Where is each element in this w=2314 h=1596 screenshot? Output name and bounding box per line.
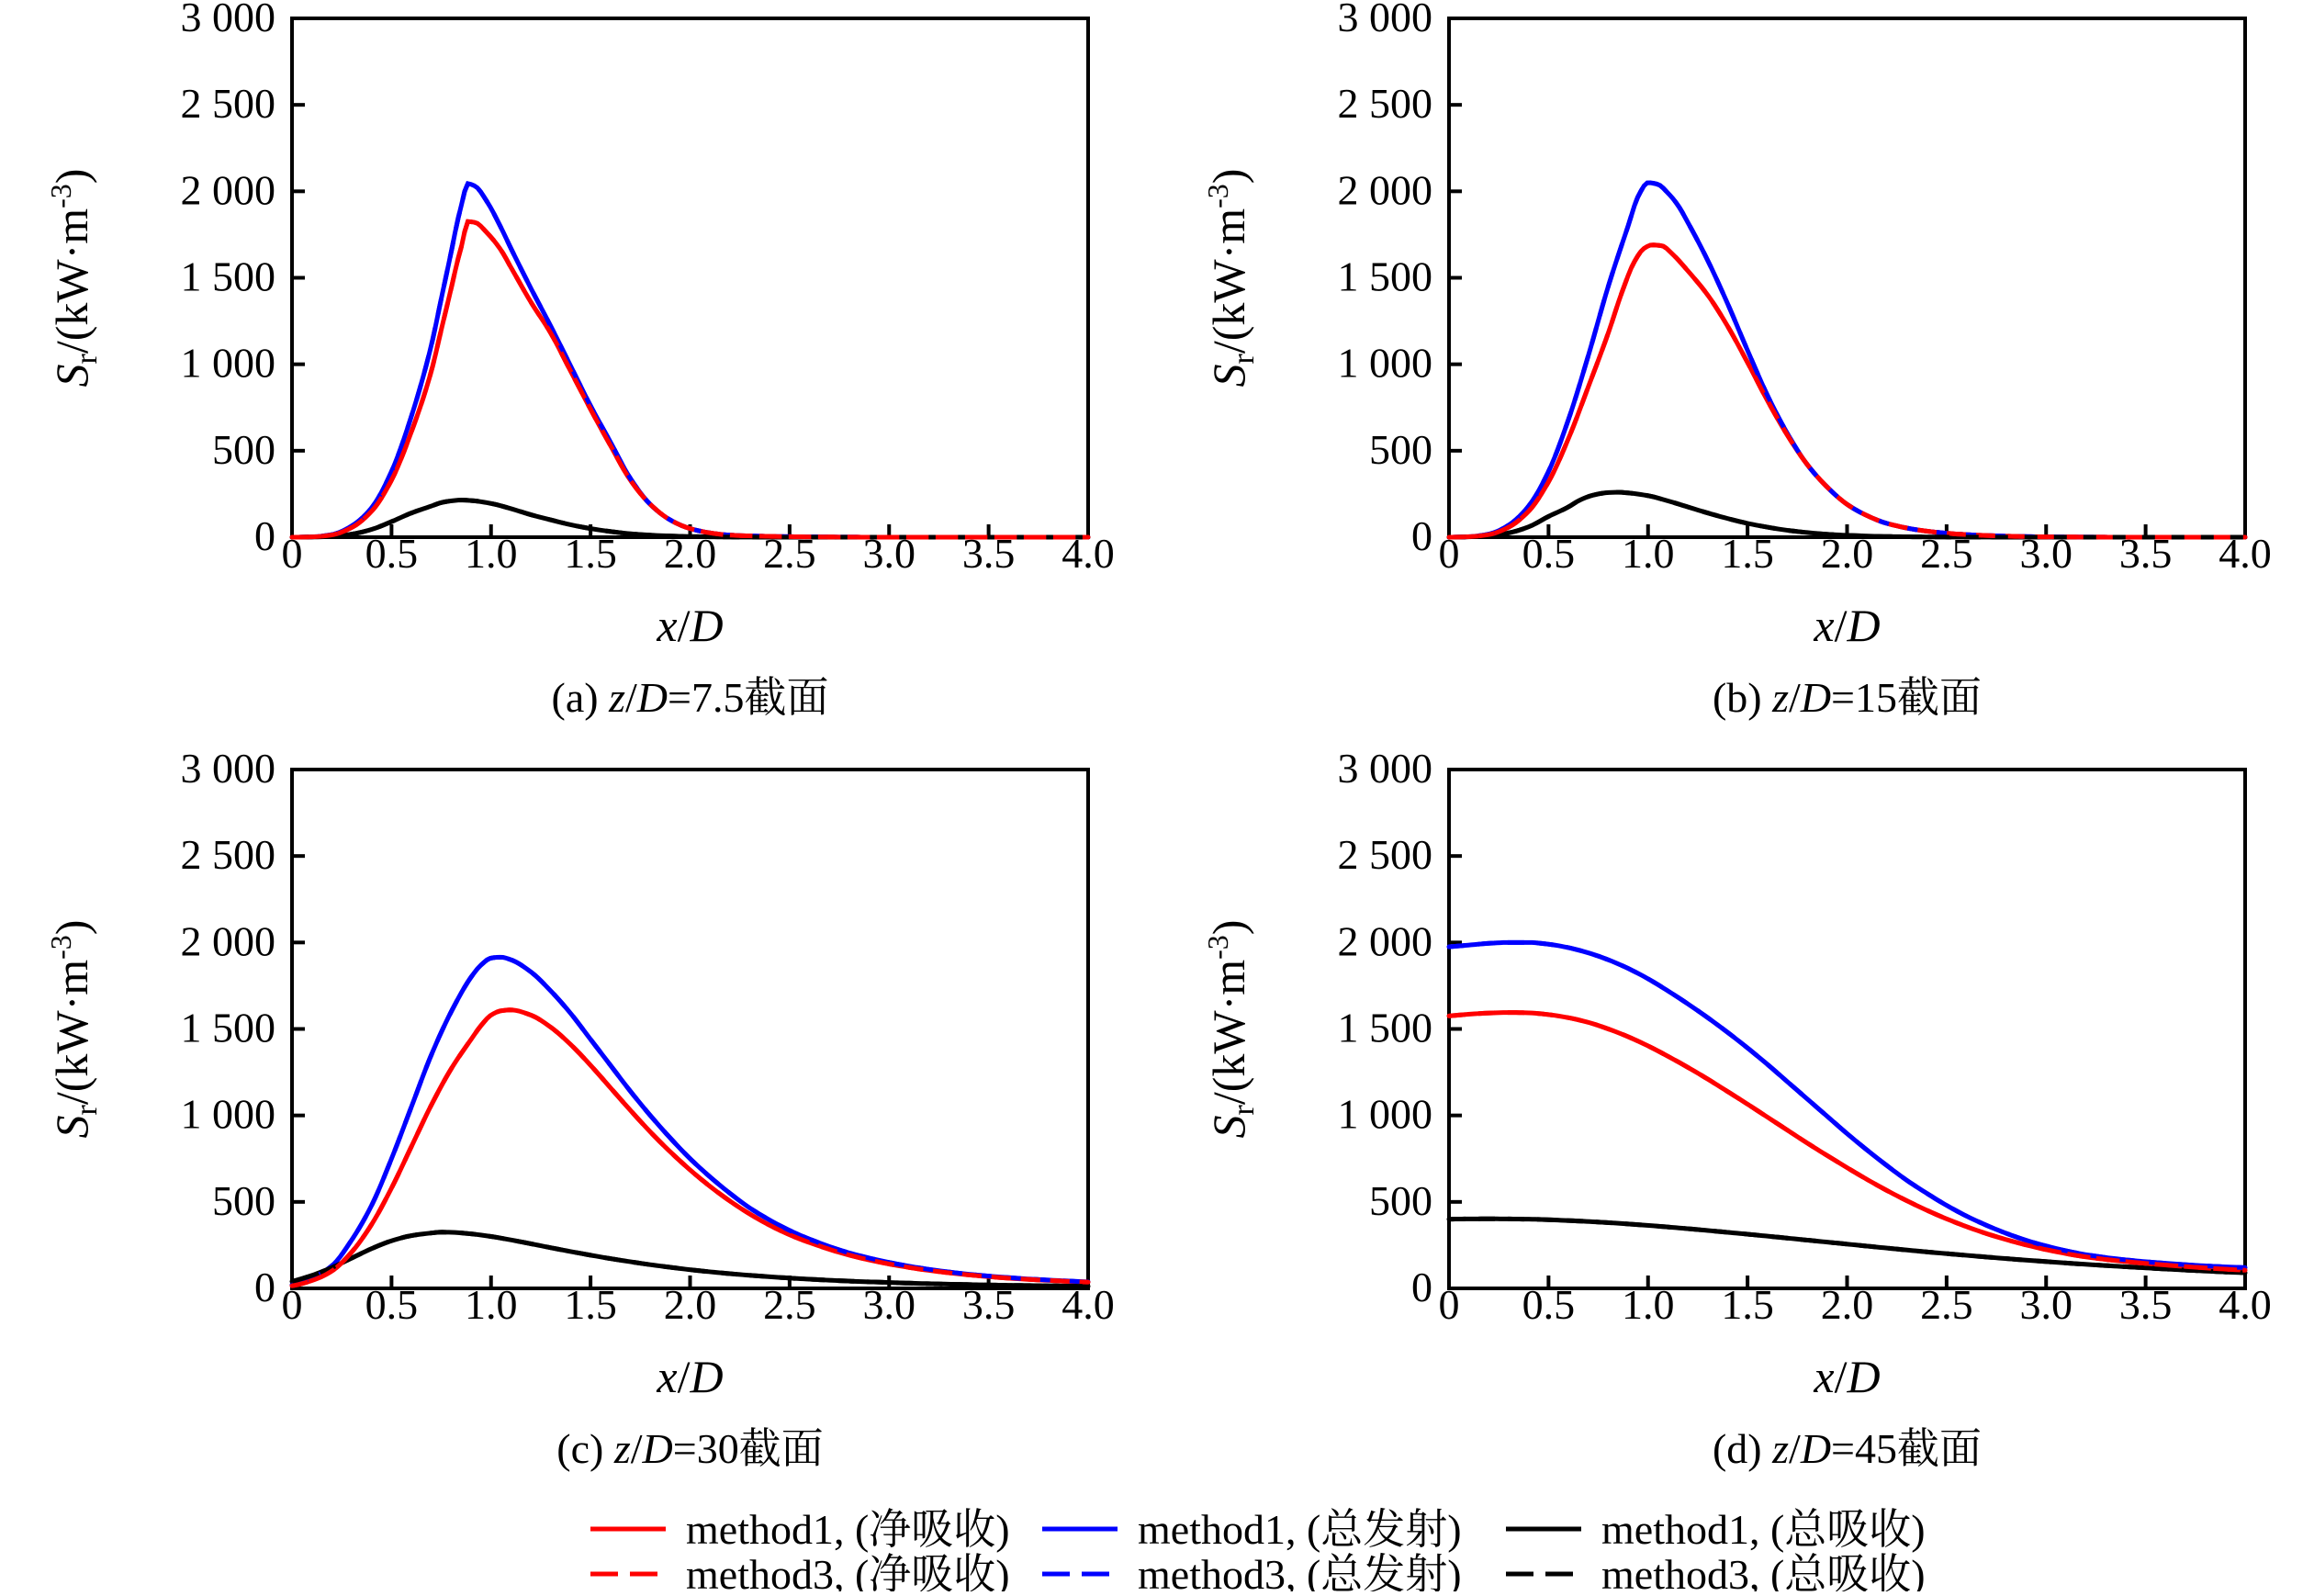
svg-text:x/D: x/D (656, 600, 723, 651)
svg-text:2.5: 2.5 (763, 1281, 816, 1328)
svg-text:1 000: 1 000 (1338, 1091, 1433, 1138)
svg-text:0: 0 (254, 512, 275, 559)
svg-text:1.0: 1.0 (1622, 530, 1675, 577)
svg-text:2 500: 2 500 (1338, 80, 1433, 127)
svg-text:1 500: 1 500 (181, 253, 276, 300)
svg-text:2.0: 2.0 (664, 1281, 717, 1328)
svg-text:method1, (总吸收): method1, (总吸收) (1601, 1506, 1926, 1553)
svg-text:2 500: 2 500 (181, 831, 276, 878)
svg-text:(a) z/D=7.5截面: (a) z/D=7.5截面 (552, 674, 829, 721)
svg-text:1.5: 1.5 (564, 1281, 617, 1328)
svg-text:1 500: 1 500 (1338, 1005, 1433, 1051)
svg-text:method3, (总发射): method3, (总发射) (1138, 1551, 1462, 1591)
svg-text:0: 0 (254, 1264, 275, 1310)
svg-text:2 000: 2 000 (1338, 917, 1433, 964)
svg-text:4.0: 4.0 (2219, 1281, 2272, 1328)
svg-text:2.0: 2.0 (1821, 1281, 1874, 1328)
svg-text:3 000: 3 000 (181, 0, 276, 40)
svg-text:x/D: x/D (656, 1351, 723, 1402)
svg-text:1.5: 1.5 (1721, 530, 1774, 577)
svg-text:0: 0 (1411, 1264, 1432, 1310)
svg-text:2 500: 2 500 (181, 80, 276, 127)
svg-text:2 000: 2 000 (181, 166, 276, 213)
svg-text:1 000: 1 000 (181, 340, 276, 387)
svg-text:3.5: 3.5 (962, 1281, 1016, 1328)
svg-text:x/D: x/D (1813, 600, 1880, 651)
svg-text:3 000: 3 000 (181, 751, 276, 792)
svg-text:method3, (总吸收): method3, (总吸收) (1601, 1551, 1926, 1591)
svg-text:2 000: 2 000 (1338, 166, 1433, 213)
svg-text:1 000: 1 000 (1338, 340, 1433, 387)
svg-text:0.5: 0.5 (1522, 1281, 1576, 1328)
svg-text:2 500: 2 500 (1338, 831, 1433, 878)
svg-text:1.5: 1.5 (1721, 1281, 1774, 1328)
svg-text:1.0: 1.0 (465, 1281, 518, 1328)
svg-text:1 000: 1 000 (181, 1091, 276, 1138)
svg-text:method1, (总发射): method1, (总发射) (1138, 1506, 1462, 1553)
svg-text:2 000: 2 000 (181, 917, 276, 964)
svg-text:3 000: 3 000 (1338, 751, 1433, 792)
svg-text:1 500: 1 500 (181, 1005, 276, 1051)
svg-text:0: 0 (1411, 512, 1432, 559)
svg-text:500: 500 (212, 1177, 275, 1224)
svg-text:3 000: 3 000 (1338, 0, 1433, 40)
svg-text:1.0: 1.0 (465, 530, 518, 577)
svg-text:1.5: 1.5 (564, 530, 617, 577)
svg-text:500: 500 (212, 426, 275, 473)
svg-text:0.5: 0.5 (365, 530, 419, 577)
svg-text:0.5: 0.5 (1522, 530, 1576, 577)
svg-text:(b) z/D=15截面: (b) z/D=15截面 (1713, 674, 1982, 721)
svg-text:1.0: 1.0 (1622, 1281, 1675, 1328)
svg-text:3.5: 3.5 (2119, 1281, 2173, 1328)
svg-text:500: 500 (1369, 1177, 1432, 1224)
svg-text:method3, (净吸收): method3, (净吸收) (686, 1551, 1010, 1591)
svg-text:0: 0 (1439, 1281, 1460, 1328)
svg-text:3.0: 3.0 (863, 1281, 916, 1328)
svg-text:1 500: 1 500 (1338, 253, 1433, 300)
svg-text:3.0: 3.0 (2020, 1281, 2073, 1328)
svg-text:2.5: 2.5 (1920, 1281, 1973, 1328)
svg-text:0.5: 0.5 (365, 1281, 419, 1328)
svg-text:method1, (净吸收): method1, (净吸收) (686, 1506, 1010, 1553)
svg-text:500: 500 (1369, 426, 1432, 473)
svg-text:x/D: x/D (1813, 1351, 1880, 1402)
